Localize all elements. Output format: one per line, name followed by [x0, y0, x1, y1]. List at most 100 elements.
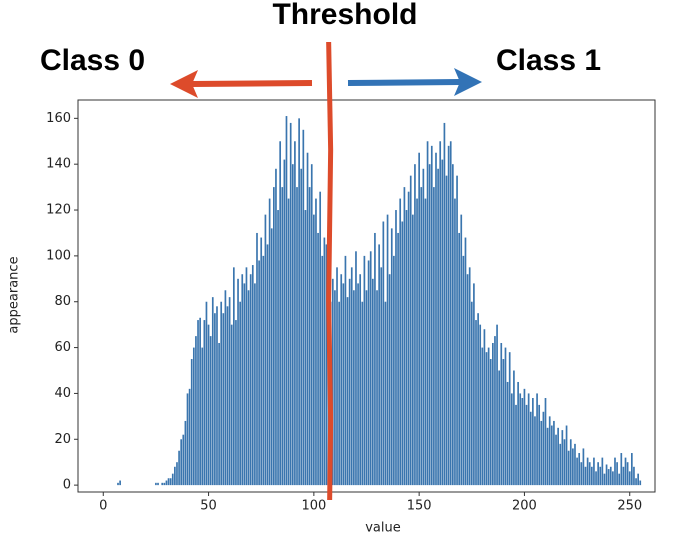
bar	[595, 471, 597, 486]
bar	[338, 301, 340, 486]
bar	[496, 324, 498, 486]
bar	[161, 482, 164, 486]
bar	[197, 320, 199, 486]
bar	[624, 457, 627, 486]
bar	[559, 443, 562, 486]
bar	[239, 301, 241, 486]
bar	[456, 175, 458, 486]
bar	[310, 164, 313, 486]
bar	[315, 198, 317, 486]
bar	[586, 457, 589, 486]
bar	[222, 313, 225, 486]
bar	[529, 411, 532, 486]
bar	[355, 251, 357, 486]
bar	[460, 214, 463, 486]
bar	[390, 228, 393, 486]
bar	[182, 434, 185, 486]
y-tick-label: 40	[54, 386, 71, 401]
bar	[607, 469, 610, 486]
plot-frame	[77, 99, 656, 493]
bar	[304, 210, 307, 486]
bar	[593, 457, 595, 486]
bar	[220, 301, 223, 486]
bar	[458, 232, 460, 486]
bar	[371, 278, 374, 486]
bar	[237, 278, 239, 486]
bar	[580, 462, 583, 486]
bar	[430, 145, 433, 486]
bar	[285, 116, 288, 486]
bar	[226, 306, 229, 486]
x-tick-label: 250	[617, 499, 642, 514]
bar	[361, 301, 364, 486]
bar	[517, 381, 519, 486]
bar	[542, 411, 545, 486]
bar	[209, 336, 212, 486]
bar	[369, 251, 372, 486]
bar	[245, 267, 248, 486]
bar	[165, 480, 168, 486]
bar	[296, 187, 298, 486]
bar	[521, 398, 524, 486]
bar	[506, 381, 509, 486]
bar	[603, 473, 606, 486]
bar	[527, 393, 530, 486]
bar	[241, 274, 244, 486]
bar	[588, 462, 591, 486]
bar	[384, 301, 387, 486]
bar	[519, 393, 522, 486]
y-tick-label: 120	[46, 203, 71, 218]
bar	[203, 320, 206, 486]
bar	[622, 466, 625, 486]
bar	[538, 404, 541, 486]
bar	[336, 267, 338, 486]
y-tick-label: 20	[54, 432, 71, 447]
bar	[188, 388, 191, 486]
bar	[174, 466, 176, 486]
bar	[190, 359, 193, 486]
bar	[374, 232, 376, 486]
bar	[618, 473, 621, 486]
bar	[597, 462, 599, 486]
bar	[119, 480, 121, 486]
bar	[557, 427, 559, 486]
bar	[433, 187, 435, 486]
bar	[540, 420, 543, 486]
bar	[546, 427, 549, 486]
bar	[435, 152, 437, 486]
bar	[216, 306, 218, 486]
bar	[350, 267, 353, 486]
bar	[422, 168, 425, 486]
bar	[441, 159, 444, 486]
right-arrow	[347, 68, 482, 96]
bar	[525, 404, 528, 486]
bar	[544, 398, 547, 486]
bar	[567, 450, 570, 486]
bar	[317, 232, 319, 486]
bar	[397, 232, 399, 486]
bar	[599, 466, 602, 486]
threshold-line	[326, 41, 334, 501]
bar	[287, 198, 290, 486]
bar	[382, 221, 385, 486]
bar	[447, 145, 450, 486]
bar	[214, 313, 216, 486]
bar	[492, 342, 494, 486]
bar	[205, 301, 208, 486]
bar	[574, 443, 576, 486]
bar	[451, 164, 454, 486]
bar	[376, 290, 378, 486]
bar	[515, 404, 517, 486]
bar	[163, 482, 166, 486]
bar	[630, 453, 633, 486]
bar	[561, 430, 564, 486]
bar	[614, 457, 616, 486]
bar	[399, 198, 402, 486]
bar	[207, 324, 210, 486]
bar	[532, 398, 534, 486]
bar	[536, 393, 538, 486]
bar	[386, 214, 389, 486]
bar	[513, 370, 515, 486]
bar	[344, 255, 347, 486]
y-axis-label: appearance	[7, 256, 22, 333]
